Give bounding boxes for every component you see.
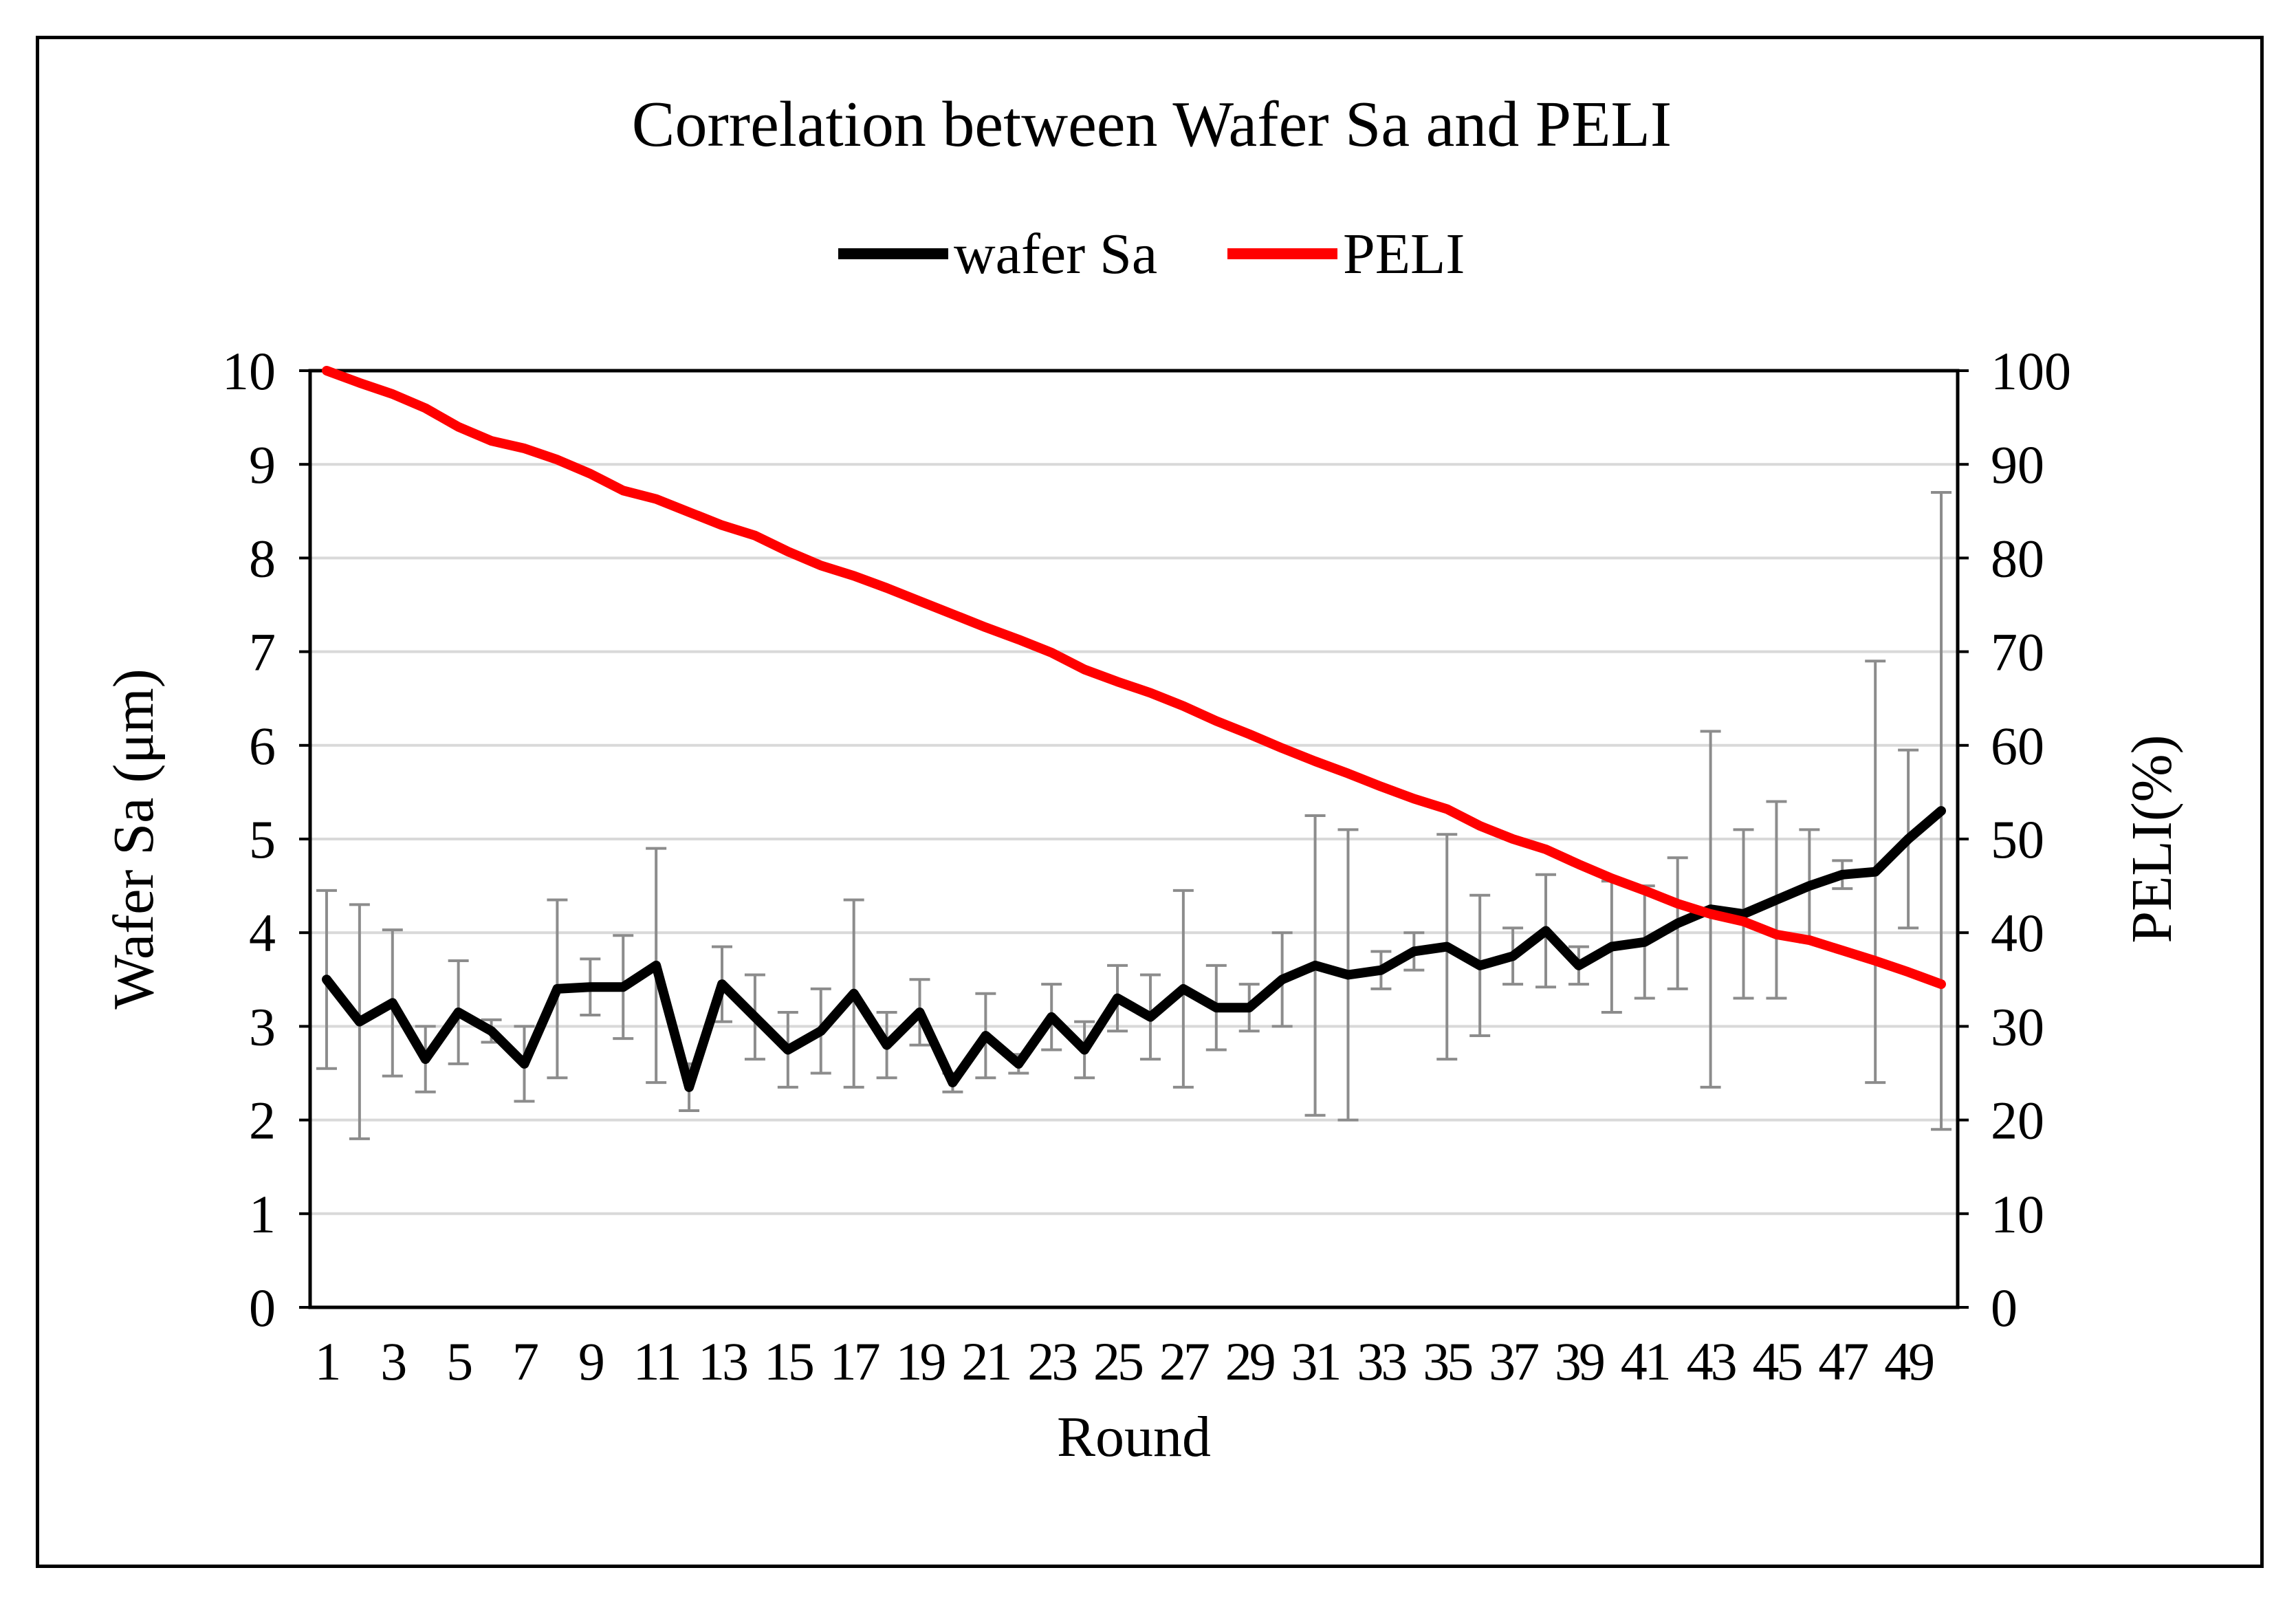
y2-tick-label-90: 90	[1991, 435, 2044, 494]
x-tick-label-31: 31	[1291, 1331, 1340, 1391]
legend: wafer Sa PELI	[838, 222, 1465, 286]
y2-axis-ticks: 0 10 20 30 40 50 60 70 80 90 100	[1958, 341, 2071, 1338]
y-tick-label-6: 6	[249, 716, 276, 776]
x-tick-label-13: 13	[698, 1331, 747, 1391]
x-tick-label-1: 1	[314, 1331, 338, 1391]
y2-tick-label-60: 60	[1991, 716, 2044, 776]
y2-tick-label-80: 80	[1991, 528, 2044, 588]
y-tick-label-3: 3	[249, 996, 276, 1056]
x-tick-label-11: 11	[633, 1331, 679, 1391]
x-tick-label-29: 29	[1225, 1331, 1274, 1391]
x-tick-label-23: 23	[1027, 1331, 1076, 1391]
series-line-wafer-sa	[322, 806, 1946, 1092]
y-tick-label-1: 1	[249, 1184, 276, 1244]
y2-tick-label-0: 0	[1991, 1278, 2018, 1338]
x-tick-label-27: 27	[1159, 1331, 1209, 1391]
x-tick-label-15: 15	[764, 1331, 813, 1391]
x-axis-ticks: 1 3 5 7 9 11 13 15 17 19 21 23 25 27 29 31 33 35 37 39 41 43 4…	[314, 1331, 1936, 1391]
y-axis-ticks: 0 1 2 3 4 5 6 7 8 9 10	[222, 341, 310, 1338]
error-bars	[316, 491, 1952, 1140]
y-axis-title: Wafer Sa (μm)	[102, 668, 166, 1009]
x-tick-label-47: 47	[1818, 1331, 1868, 1391]
legend-label-wafer-sa: wafer Sa	[954, 222, 1157, 286]
series-lines	[322, 366, 1946, 1092]
y-tick-label-2: 2	[249, 1091, 276, 1151]
x-tick-label-33: 33	[1357, 1331, 1406, 1391]
x-tick-label-7: 7	[512, 1331, 538, 1391]
y2-tick-label-50: 50	[1991, 809, 2044, 869]
y-tick-label-10: 10	[222, 341, 276, 401]
x-tick-label-35: 35	[1423, 1331, 1472, 1391]
y2-tick-label-20: 20	[1991, 1091, 2044, 1151]
y-tick-label-7: 7	[249, 622, 276, 682]
x-tick-label-17: 17	[830, 1331, 879, 1391]
y2-tick-label-10: 10	[1991, 1184, 2044, 1244]
series-line-peli	[322, 366, 1946, 990]
y2-tick-label-40: 40	[1991, 903, 2044, 963]
y2-tick-label-30: 30	[1991, 996, 2044, 1056]
legend-label-peli: PELI	[1343, 222, 1465, 286]
y-tick-label-9: 9	[249, 435, 276, 494]
x-tick-label-37: 37	[1489, 1331, 1538, 1391]
y-tick-label-0: 0	[249, 1278, 276, 1338]
x-axis-title: Round	[1057, 1405, 1211, 1469]
x-tick-label-21: 21	[961, 1331, 1009, 1391]
x-tick-label-25: 25	[1093, 1331, 1142, 1391]
x-tick-label-3: 3	[380, 1331, 405, 1391]
y2-tick-label-100: 100	[1991, 341, 2071, 401]
x-tick-label-5: 5	[446, 1331, 471, 1391]
y2-axis-title: PELI(%)	[2120, 734, 2184, 943]
x-tick-label-39: 39	[1555, 1331, 1604, 1391]
x-tick-label-49: 49	[1884, 1331, 1933, 1391]
gridlines	[310, 463, 1958, 1215]
y-tick-label-4: 4	[249, 903, 276, 963]
x-tick-label-41: 41	[1621, 1331, 1669, 1391]
y-tick-label-5: 5	[249, 809, 276, 869]
x-tick-label-9: 9	[578, 1331, 603, 1391]
x-tick-label-19: 19	[896, 1331, 945, 1391]
y-tick-label-8: 8	[249, 528, 276, 588]
y2-tick-label-70: 70	[1991, 622, 2044, 682]
x-tick-label-45: 45	[1752, 1331, 1801, 1391]
x-tick-label-43: 43	[1687, 1331, 1736, 1391]
chart-title: Correlation between Wafer Sa and PELI	[632, 89, 1672, 160]
